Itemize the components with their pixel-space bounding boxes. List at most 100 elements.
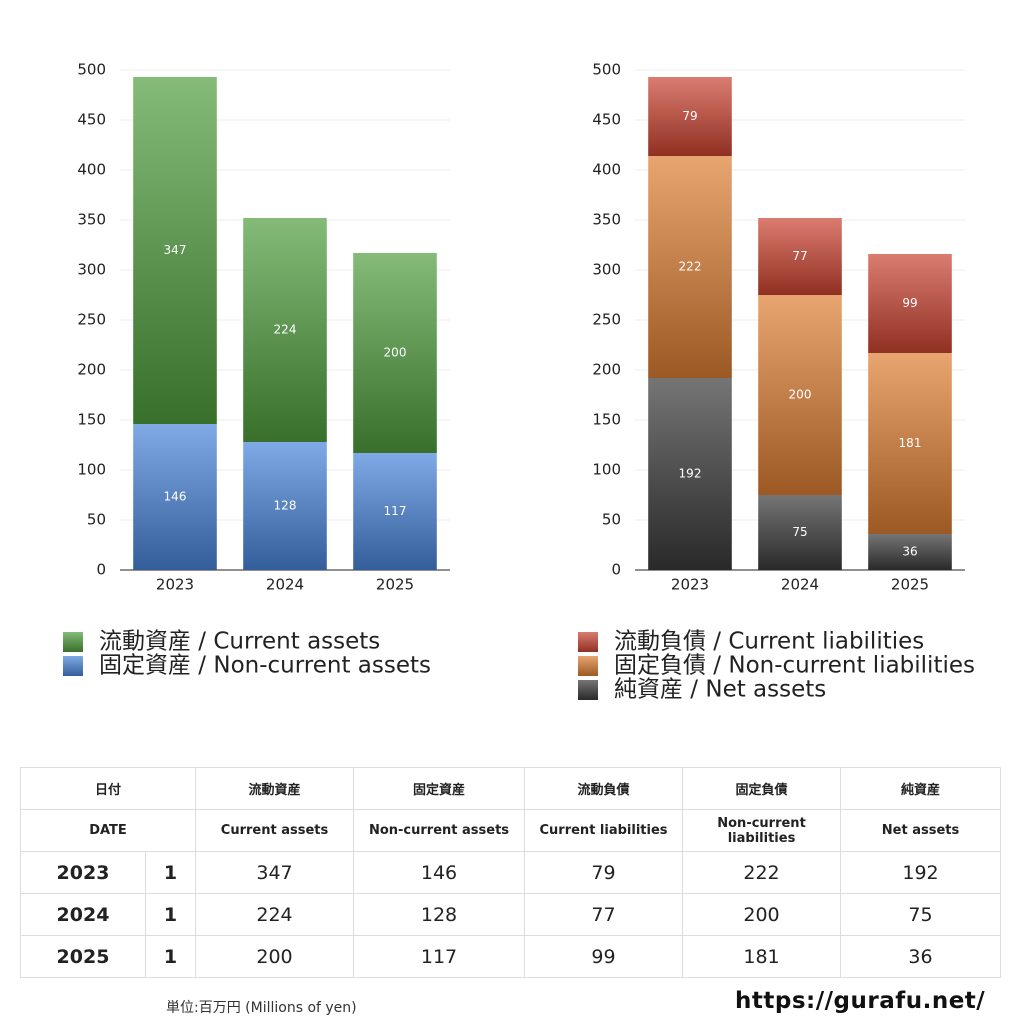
table-cell: 1 <box>144 893 197 936</box>
y-tick-label: 450 <box>592 111 621 129</box>
site-url: https://gurafu.net/ <box>735 988 986 1014</box>
table-cell: 224 <box>195 893 355 936</box>
value-label: 128 <box>274 499 297 513</box>
x-tick-label: 2023 <box>156 576 194 594</box>
legend-swatch <box>578 680 598 700</box>
y-tick-label: 450 <box>77 111 106 129</box>
legend-label: 固定資産 / Non-current assets <box>99 653 431 679</box>
table-cell: 2025 <box>20 935 146 978</box>
bar-segment <box>243 442 327 570</box>
bar-segment <box>133 77 217 424</box>
x-tick-label: 2024 <box>266 576 304 594</box>
y-tick-label: 200 <box>592 361 621 379</box>
table-cell: 79 <box>524 851 684 894</box>
y-tick-label: 50 <box>87 511 106 529</box>
bar-segment <box>243 218 327 442</box>
table-cell: 128 <box>353 893 526 936</box>
value-label: 181 <box>899 436 922 450</box>
y-tick-label: 500 <box>592 61 621 79</box>
value-label: 200 <box>789 388 812 402</box>
legend-label: 純資産 / Net assets <box>614 677 826 703</box>
value-label: 347 <box>164 243 187 257</box>
table-cell: 181 <box>682 935 842 978</box>
legend-label: 流動負債 / Current liabilities <box>614 629 924 655</box>
y-tick-label: 150 <box>592 411 621 429</box>
legend-swatch <box>578 656 598 676</box>
table-cell: 200 <box>682 893 842 936</box>
y-tick-label: 300 <box>77 261 106 279</box>
table-cell: 117 <box>353 935 526 978</box>
bar-segment <box>353 453 437 570</box>
bar-segment <box>868 534 952 570</box>
table-cell: Net assets <box>840 809 1002 852</box>
value-label: 200 <box>384 346 407 360</box>
table-cell: 固定資産 <box>353 767 526 810</box>
table-cell: 1 <box>144 851 197 894</box>
bar-segment <box>758 495 842 570</box>
x-tick-label: 2025 <box>891 576 929 594</box>
table-cell: 77 <box>524 893 684 936</box>
bar-segment <box>648 77 732 156</box>
table-cell: 固定負債 <box>682 767 842 810</box>
value-label: 117 <box>384 504 407 518</box>
x-tick-label: 2023 <box>671 576 709 594</box>
table-cell: 192 <box>840 851 1002 894</box>
header-row: 日付 流動資産 固定資産 流動負債 固定負債 純資産 <box>19 767 1002 810</box>
table-cell: 75 <box>840 893 1002 936</box>
bar-segment <box>133 424 217 570</box>
x-tick-label: 2025 <box>376 576 414 594</box>
y-tick-label: 0 <box>96 561 106 579</box>
table-cell: 純資産 <box>840 767 1002 810</box>
y-tick-label: 250 <box>77 311 106 329</box>
table-cell: 1 <box>144 935 197 978</box>
table-cell: Non-current assets <box>353 809 526 852</box>
bar-segment <box>648 156 732 378</box>
data-row: 2025 1 200 117 99 181 36 <box>20 935 1002 978</box>
y-tick-label: 250 <box>592 311 621 329</box>
table-cell: 222 <box>682 851 842 894</box>
legend-swatch <box>63 656 83 676</box>
table-cell: 200 <box>195 935 355 978</box>
value-label: 222 <box>679 260 702 274</box>
y-tick-label: 0 <box>611 561 621 579</box>
legend-label: 流動資産 / Current assets <box>99 629 380 655</box>
legend-label: 固定負債 / Non-current liabilities <box>614 653 975 679</box>
value-label: 146 <box>164 490 187 504</box>
value-label: 79 <box>682 109 697 123</box>
y-tick-label: 200 <box>77 361 106 379</box>
data-row: 2024 1 224 128 77 200 75 <box>20 893 1002 936</box>
y-tick-label: 400 <box>592 161 621 179</box>
legend-swatch <box>578 632 598 652</box>
value-label: 77 <box>792 249 807 263</box>
table-cell: DATE <box>19 809 197 852</box>
y-tick-label: 400 <box>77 161 106 179</box>
value-label: 36 <box>902 545 917 559</box>
table-cell: Current assets <box>195 809 355 852</box>
table-cell: 日付 <box>19 767 197 810</box>
table-cell: 146 <box>353 851 526 894</box>
y-tick-label: 150 <box>77 411 106 429</box>
bar-segment <box>648 378 732 570</box>
unit-note: 単位:百万円 (Millions of yen) <box>166 1000 357 1016</box>
y-tick-label: 500 <box>77 61 106 79</box>
y-tick-label: 350 <box>592 211 621 229</box>
value-label: 99 <box>902 296 917 310</box>
table-cell: 99 <box>524 935 684 978</box>
table-cell: 347 <box>195 851 355 894</box>
value-label: 75 <box>792 525 807 539</box>
data-table: 日付 流動資産 固定資産 流動負債 固定負債 純資産 DATE Current assets N… <box>19 767 1002 978</box>
bar-segment <box>758 295 842 495</box>
x-tick-label: 2024 <box>781 576 819 594</box>
table-cell: 36 <box>840 935 1002 978</box>
table-cell: 2024 <box>20 893 146 936</box>
value-label: 192 <box>679 467 702 481</box>
value-label: 224 <box>274 323 297 337</box>
table-cell: 流動資産 <box>195 767 355 810</box>
table-cell: Current liabilities <box>524 809 684 852</box>
table-cell: 2023 <box>20 851 146 894</box>
header-row: DATE Current assets Non-current assets Curr… <box>19 809 1002 852</box>
bar-segment <box>758 218 842 295</box>
charts: 0 50 100 150 200 250 300 350 400 450 500 146 347 2023… <box>63 61 975 703</box>
y-tick-label: 100 <box>592 461 621 479</box>
